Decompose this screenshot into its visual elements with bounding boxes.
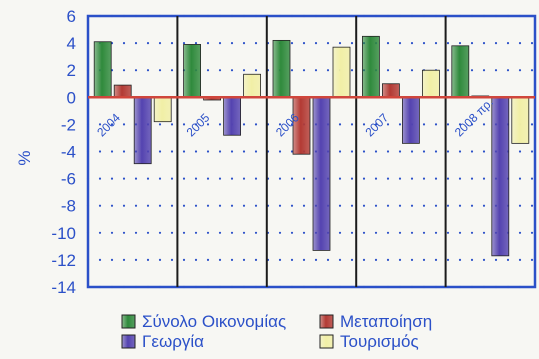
bars: [93, 35, 530, 257]
bar-3-3: [312, 96, 331, 251]
legend-label: Μεταποίηση: [340, 312, 432, 331]
category-label: 2008 πρ.: [452, 95, 496, 139]
bar-4-3: [332, 46, 351, 98]
y-tick-label: -4: [61, 143, 76, 162]
y-tick-labels: 6 4 2 0 -2 -4 -6 -8 -10 -12 -14: [51, 7, 76, 297]
y-tick-label: -2: [61, 115, 76, 134]
legend-swatch: [319, 334, 334, 349]
plot-frame: [86, 14, 537, 289]
plot-border: [86, 14, 537, 289]
y-tick-label: 4: [67, 34, 76, 53]
legend-swatch: [121, 314, 136, 329]
legend-swatch: [121, 334, 136, 349]
y-tick-label: -10: [51, 224, 76, 243]
y-tick-label: 6: [67, 7, 76, 26]
legend-item: Μεταποίηση: [319, 312, 432, 331]
bar-4-4: [421, 69, 440, 98]
y-tick-label: -8: [61, 197, 76, 216]
bar-1-3: [272, 39, 291, 98]
legend-label: Σύνολο Οικονομίας: [142, 312, 286, 331]
bar-1-2: [183, 44, 202, 98]
y-tick-label: 0: [67, 88, 76, 107]
y-tick-label: 2: [67, 61, 76, 80]
y-tick-label: -12: [51, 251, 76, 270]
y-axis-label: %: [15, 150, 34, 165]
bar-1-1: [93, 41, 112, 98]
bar-3-5: [491, 96, 510, 257]
category-label: 2004: [94, 110, 123, 139]
legend-item: Γεωργία: [121, 332, 204, 351]
bar-3-4: [401, 96, 420, 144]
legend-swatch: [319, 314, 334, 329]
bar-4-1: [153, 96, 172, 123]
bar-4-5: [511, 96, 530, 144]
y-tick-label: -14: [51, 278, 76, 297]
legend-label: Τουρισμός: [340, 332, 419, 351]
bar-1-5: [451, 45, 470, 98]
bar-1-4: [361, 35, 380, 98]
legend-item: Τουρισμός: [319, 332, 419, 351]
bar-2-1: [113, 84, 132, 98]
legend-item: Σύνολο Οικονομίας: [121, 312, 286, 331]
y-tick-label: -6: [61, 170, 76, 189]
bar-2-4: [381, 83, 400, 98]
legend-label: Γεωργία: [142, 332, 204, 351]
bar-3-2: [223, 96, 242, 136]
legend: Σύνολο Οικονομίας Μεταποίηση Γεωργία Τουρισ…: [121, 312, 432, 351]
bar-3-1: [133, 96, 152, 165]
bar-4-2: [243, 73, 262, 98]
